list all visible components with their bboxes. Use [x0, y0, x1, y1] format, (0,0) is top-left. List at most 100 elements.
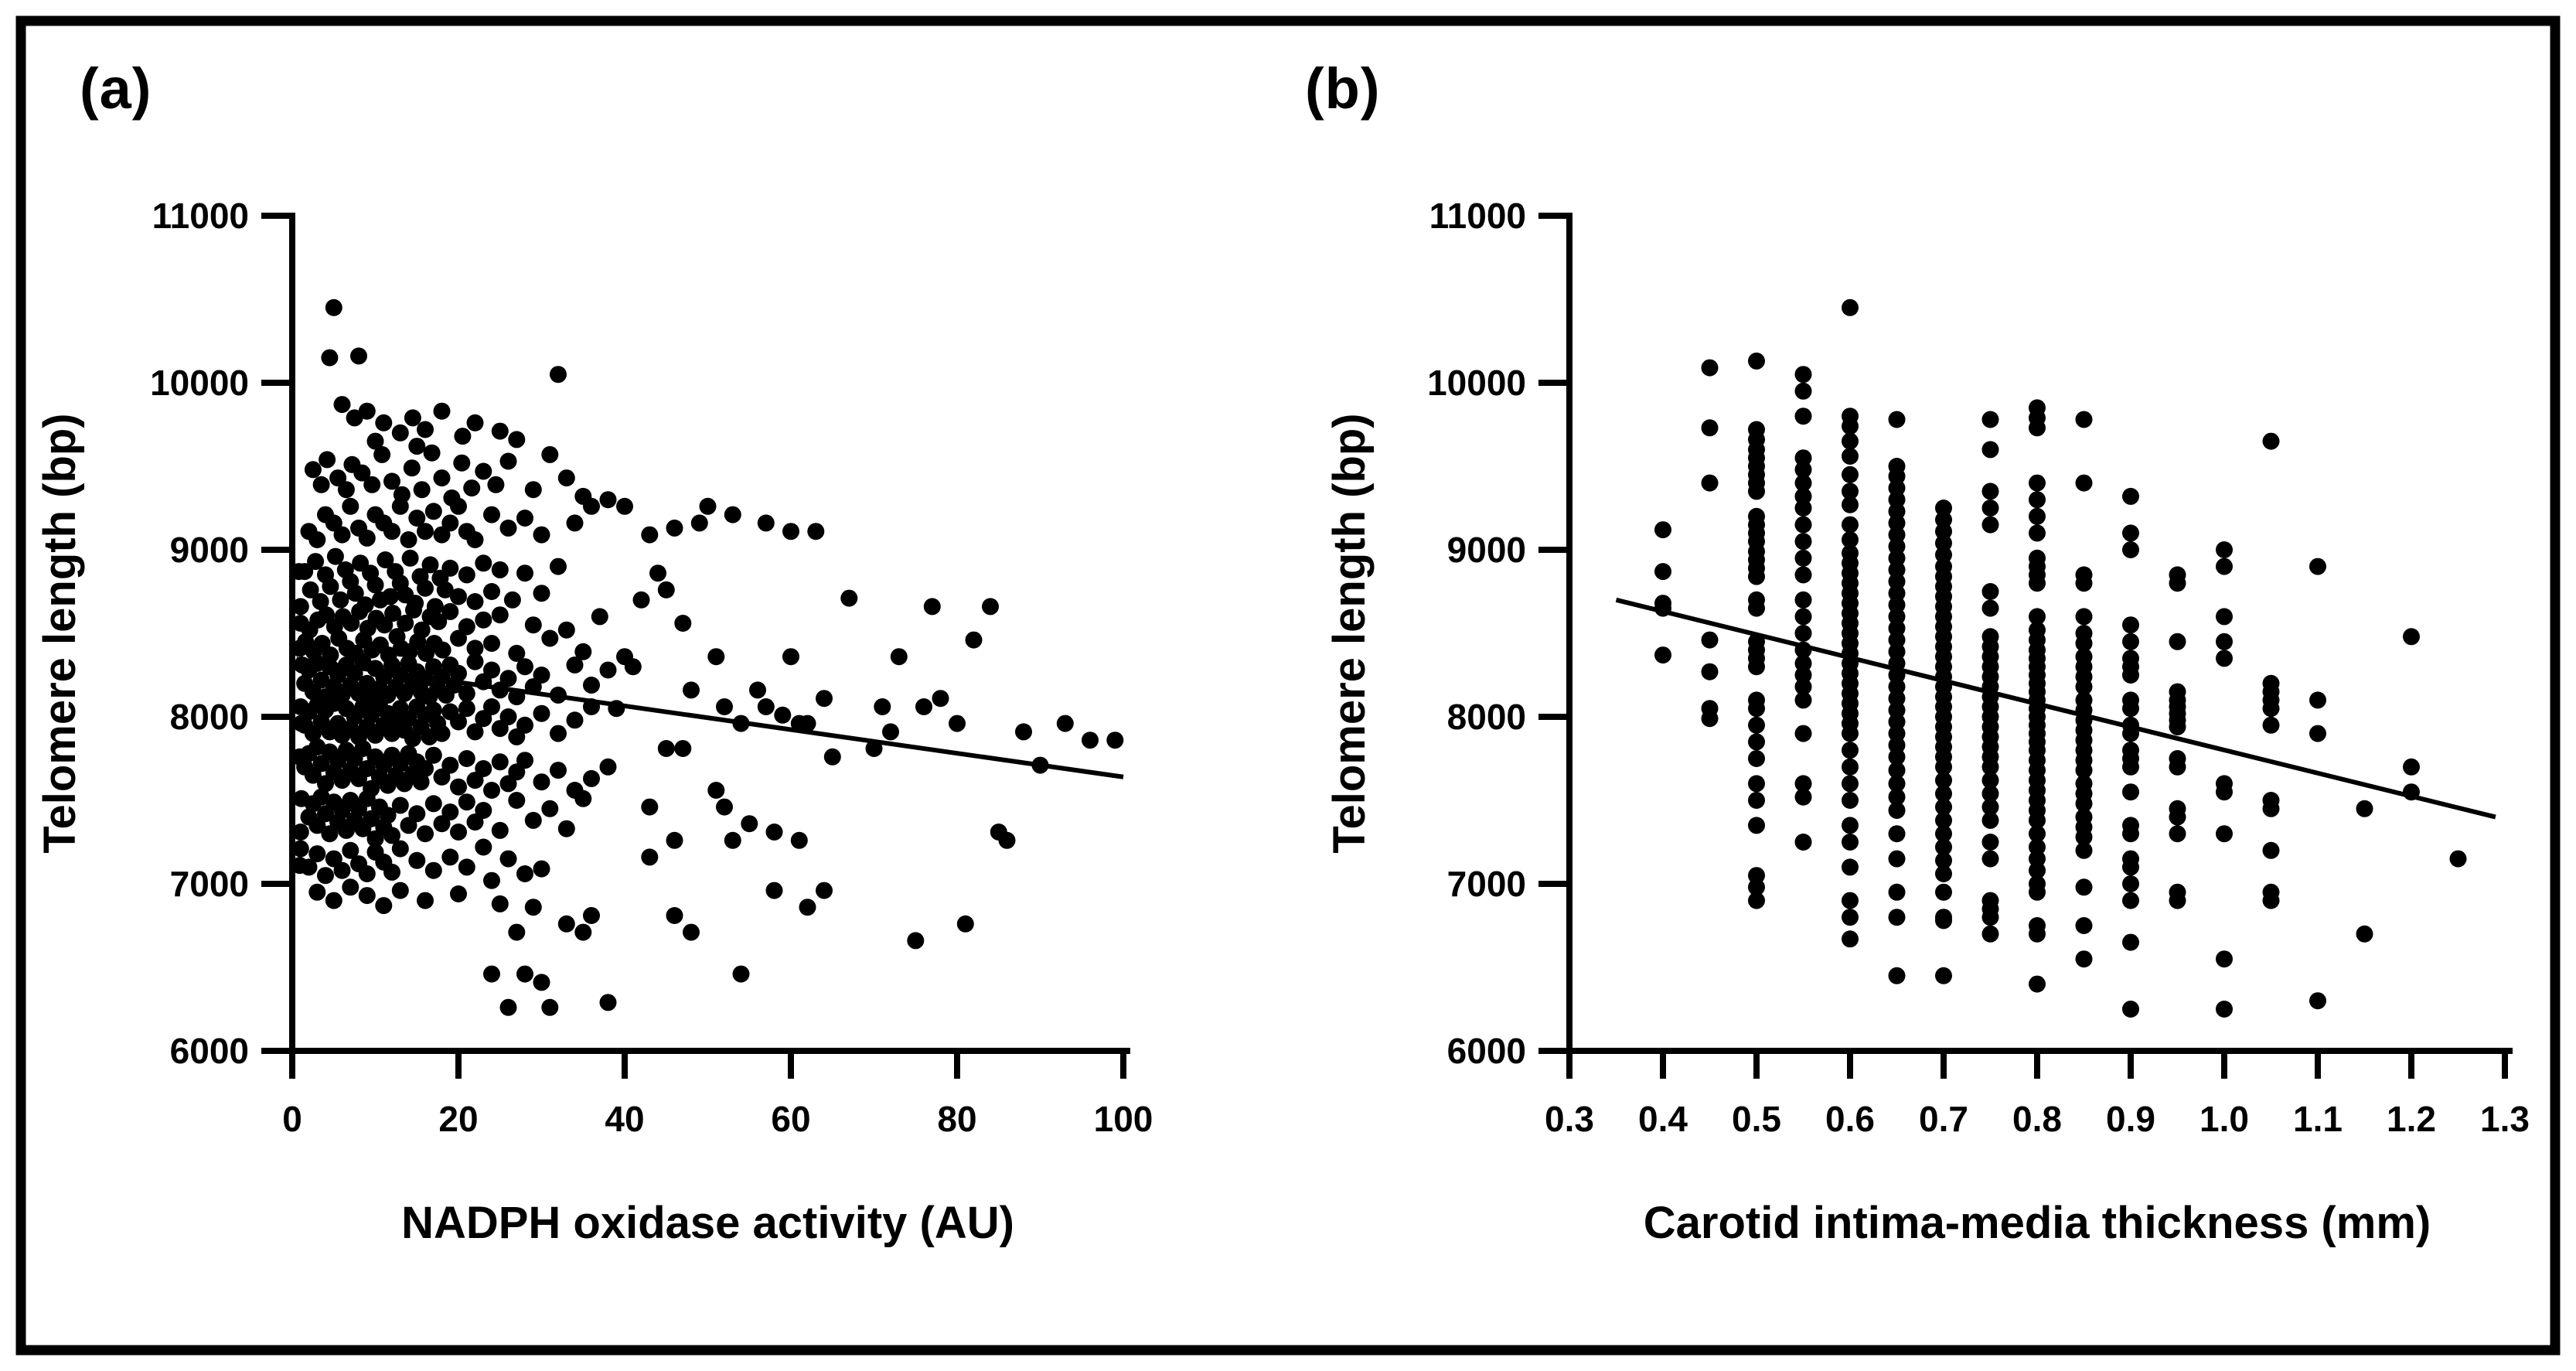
data-point: [2029, 850, 2046, 868]
data-point: [2216, 950, 2233, 968]
data-point: [2169, 718, 2186, 735]
data-point: [413, 481, 431, 499]
data-point: [1794, 382, 1812, 400]
data-point: [1748, 817, 1765, 834]
data-point: [1888, 468, 1906, 485]
panel-b-plot: 6000 7000 8000 9000 10000 11000 0.3 0.4 0.5 0.6 0.…: [1427, 196, 2530, 1139]
data-point: [308, 531, 326, 548]
data-point: [1701, 631, 1719, 649]
data-point: [2122, 825, 2139, 843]
data-point: [408, 438, 426, 455]
data-point: [2029, 825, 2046, 843]
data-point: [666, 831, 683, 849]
data-point: [1701, 710, 1719, 728]
data-point: [1935, 785, 1952, 803]
data-point: [1981, 441, 1999, 459]
data-point: [366, 576, 384, 594]
data-point: [1842, 892, 1859, 909]
x-tick-label: 1.0: [2199, 1099, 2249, 1139]
data-point: [326, 547, 344, 565]
panel-a-label: (a): [80, 56, 152, 121]
data-point: [363, 810, 380, 827]
data-point: [1888, 596, 1906, 614]
data-point: [541, 445, 559, 463]
data-point: [557, 621, 575, 639]
data-point: [491, 821, 509, 839]
data-point: [358, 790, 376, 807]
data-point: [641, 526, 659, 544]
x-tick-label: 0.4: [1638, 1099, 1688, 1139]
data-point: [2029, 925, 2046, 943]
data-point: [707, 648, 725, 666]
y-tick-label: 11000: [152, 196, 249, 236]
data-point: [1748, 892, 1765, 909]
data-point: [1935, 851, 1952, 869]
regression-line: [1615, 597, 2496, 820]
x-tick-label: 60: [771, 1099, 810, 1139]
data-point: [516, 716, 533, 734]
data-point: [816, 690, 833, 708]
data-point: [1794, 591, 1812, 609]
data-point: [391, 882, 409, 899]
data-point: [1701, 474, 1719, 492]
data-point: [716, 798, 733, 816]
data-point: [583, 677, 600, 694]
data-point: [333, 526, 351, 544]
data-point: [807, 523, 825, 541]
data-point: [2029, 608, 2046, 626]
data-point: [765, 882, 783, 899]
data-point: [302, 581, 319, 599]
data-point: [346, 409, 363, 427]
data-point: [307, 553, 325, 571]
data-point: [1888, 690, 1906, 708]
data-point: [1981, 583, 1999, 600]
data-point: [483, 583, 500, 600]
data-point: [450, 664, 467, 682]
data-point: [1842, 432, 1859, 450]
data-point: [491, 606, 509, 624]
data-point: [333, 396, 351, 414]
data-point: [2262, 432, 2280, 450]
panel-a-x-axis-title: NADPH oxidase activity (AU): [401, 1198, 1014, 1248]
data-point: [2122, 783, 2139, 801]
data-point: [1935, 865, 1952, 882]
data-point: [707, 782, 725, 799]
data-point: [1794, 516, 1812, 534]
data-point: [417, 579, 434, 597]
data-point: [2122, 541, 2139, 558]
data-point: [1888, 503, 1906, 520]
data-point: [433, 526, 451, 544]
data-point: [2075, 575, 2093, 592]
data-point: [657, 740, 675, 757]
data-point: [342, 841, 359, 859]
data-point: [421, 556, 439, 574]
data-point: [483, 871, 500, 889]
data-point: [724, 506, 741, 524]
data-point: [450, 713, 467, 731]
data-point: [1935, 825, 1952, 843]
data-point: [453, 454, 471, 472]
data-point: [2029, 507, 2046, 525]
data-point: [799, 899, 816, 916]
data-point: [1748, 658, 1765, 676]
data-point: [1888, 967, 1906, 984]
data-point: [1888, 725, 1906, 742]
data-point: [2122, 524, 2139, 542]
data-point: [1794, 487, 1812, 505]
data-point: [475, 710, 492, 728]
data-point: [333, 861, 351, 879]
data-point: [1888, 608, 1906, 626]
data-point: [932, 690, 949, 708]
data-point: [2309, 725, 2326, 742]
data-point: [816, 882, 833, 899]
data-point: [2449, 850, 2467, 868]
data-point: [433, 402, 451, 420]
data-point: [674, 615, 692, 632]
data-point: [1748, 483, 1765, 500]
data-point: [383, 863, 400, 881]
data-point: [487, 476, 505, 493]
y-tick-label: 10000: [1427, 363, 1526, 403]
data-point: [1888, 514, 1906, 532]
data-point: [1748, 792, 1765, 809]
data-point: [317, 867, 334, 885]
